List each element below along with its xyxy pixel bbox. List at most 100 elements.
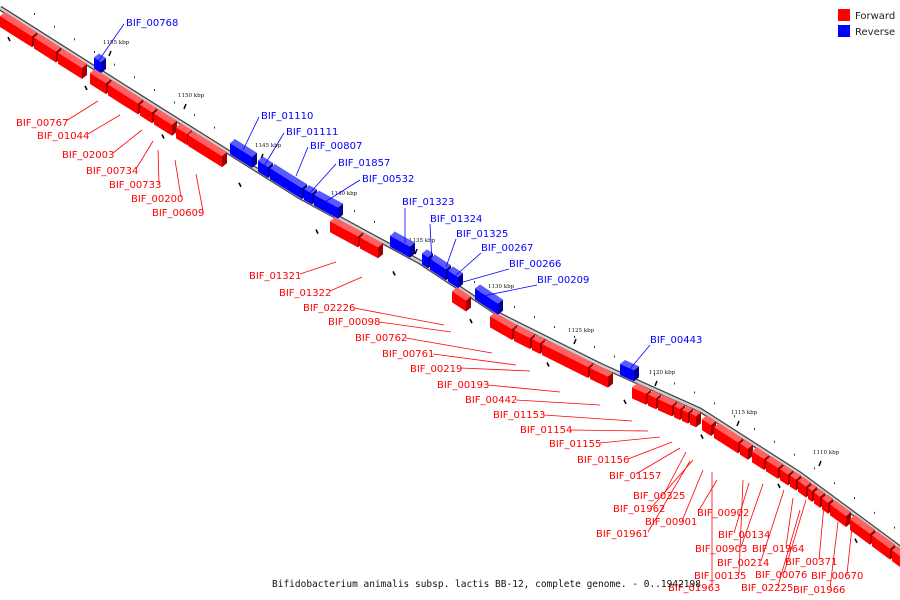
major-tick-mark — [238, 182, 242, 188]
gene-label-bif-02226[interactable]: BIF_02226 — [303, 303, 355, 314]
gene-label-bif-01044[interactable]: BIF_01044 — [37, 131, 89, 142]
gene-label-bif-00325[interactable]: BIF_00325 — [633, 491, 685, 502]
gene-block — [452, 291, 466, 312]
gene-label-bif-00734[interactable]: BIF_00734 — [86, 166, 138, 177]
gene-label-bif-01964[interactable]: BIF_01964 — [752, 544, 804, 555]
gene-label-bif-02003[interactable]: BIF_02003 — [62, 150, 114, 161]
gene-label-bif-00442[interactable]: BIF_00442 — [465, 395, 517, 406]
gene-label-bif-01323[interactable]: BIF_01323 — [402, 197, 454, 208]
minor-tick-dot — [134, 76, 135, 79]
gene-block — [230, 143, 252, 168]
leader-line-bif-01111 — [263, 132, 285, 167]
minor-tick-dot — [614, 355, 615, 358]
gene-label-bif-00670[interactable]: BIF_00670 — [811, 571, 863, 582]
gene-label-bif-01155[interactable]: BIF_01155 — [549, 439, 601, 450]
gene-block — [590, 368, 608, 388]
gene-block — [658, 399, 672, 417]
gene-label-bif-00371[interactable]: BIF_00371 — [785, 557, 837, 568]
gene-label-bif-00901[interactable]: BIF_00901 — [645, 517, 697, 528]
gene-label-bif-01153[interactable]: BIF_01153 — [493, 410, 545, 421]
gene-block-top — [270, 164, 307, 189]
legend-reverse-label: Reverse — [855, 27, 895, 38]
gene-label-bif-00762[interactable]: BIF_00762 — [355, 333, 407, 344]
gene-block-top — [620, 360, 639, 371]
gene-block-end — [458, 273, 463, 289]
gene-label-bif-01110[interactable]: BIF_01110 — [261, 111, 313, 122]
leader-line-bif-00267 — [454, 252, 482, 277]
gene-block-top — [258, 156, 273, 167]
gene-label-bif-00219[interactable]: BIF_00219 — [410, 364, 462, 375]
gene-label-bif-00768[interactable]: BIF_00768 — [126, 18, 178, 29]
gene-block — [808, 487, 812, 502]
gene-label-bif-01157[interactable]: BIF_01157 — [609, 471, 661, 482]
gene-label-bif-00076[interactable]: BIF_00076 — [755, 570, 807, 581]
leader-line-bif-01324 — [429, 223, 433, 263]
leader-line-bif-00902 — [698, 479, 718, 511]
gene-block-top — [140, 100, 157, 113]
gene-label-bif-00807[interactable]: BIF_00807 — [310, 141, 362, 152]
minor-tick-dot — [214, 126, 215, 129]
genome-backbone — [0, 5, 900, 551]
gene-label-bif-01154[interactable]: BIF_01154 — [520, 425, 572, 436]
gene-label-bif-01961[interactable]: BIF_01961 — [596, 529, 648, 540]
gene-label-bif-00209[interactable]: BIF_00209 — [537, 275, 589, 286]
gene-block-end — [82, 63, 87, 79]
gene-label-bif-00767[interactable]: BIF_00767 — [16, 118, 68, 129]
minor-tick-dot — [654, 373, 655, 376]
major-tick-mark — [700, 434, 704, 439]
minor-tick-dot — [574, 336, 575, 338]
minor-tick-dot — [594, 346, 595, 348]
gene-block — [58, 52, 82, 79]
kbp-tick-mark — [654, 380, 658, 387]
gene-label-bif-00267[interactable]: BIF_00267 — [481, 243, 533, 254]
gene-label-bif-01857[interactable]: BIF_01857 — [338, 158, 390, 169]
leader-line-bif-00442 — [515, 399, 601, 406]
gene-label-bif-00733[interactable]: BIF_00733 — [109, 180, 161, 191]
gene-label-bif-00609[interactable]: BIF_00609 — [152, 208, 204, 219]
gene-block-top — [714, 422, 743, 443]
major-tick-mark — [854, 538, 858, 544]
legend-forward-label: Forward — [855, 11, 895, 22]
kbp-tick-label: 1145 kbp — [255, 143, 282, 149]
gene-label-bif-01321[interactable]: BIF_01321 — [249, 271, 301, 282]
gene-block — [330, 221, 358, 248]
gene-labels: BIF_00768 BIF_01110 BIF_01111 BIF_00807 BIF_… — [16, 18, 863, 596]
gene-block-end — [252, 152, 257, 168]
gene-blocks — [0, 12, 900, 567]
leader-line-bif-00200 — [174, 159, 182, 198]
gene-label-bif-01156[interactable]: BIF_01156 — [577, 455, 629, 466]
gene-label-bif-00214[interactable]: BIF_00214 — [717, 558, 769, 569]
gene-label-bif-00903[interactable]: BIF_00903 — [695, 544, 747, 555]
gene-label-bif-01322[interactable]: BIF_01322 — [279, 288, 331, 299]
minor-tick-dot — [74, 38, 75, 41]
gene-label-bif-01966[interactable]: BIF_01966 — [793, 585, 845, 596]
minor-tick-dot — [34, 13, 35, 15]
leader-line-bif-01153 — [543, 414, 633, 422]
gene-label-bif-01962[interactable]: BIF_01962 — [613, 504, 665, 515]
gene-block — [752, 451, 764, 470]
legend-reverse-swatch — [838, 25, 850, 37]
gene-label-bif-00532[interactable]: BIF_00532 — [362, 174, 414, 185]
gene-block — [258, 160, 268, 178]
gene-label-bif-00266[interactable]: BIF_00266 — [509, 259, 561, 270]
minor-tick-dot — [894, 526, 895, 529]
gene-block — [188, 134, 222, 168]
leader-line-bif-00532 — [319, 179, 361, 206]
gene-label-bif-00443[interactable]: BIF_00443 — [650, 335, 702, 346]
gene-block-top — [490, 312, 517, 329]
leader-line-bif-02226 — [353, 307, 445, 326]
gene-label-bif-00135[interactable]: BIF_00135 — [694, 571, 746, 582]
gene-label-bif-00134[interactable]: BIF_00134 — [718, 530, 770, 541]
gene-label-bif-01325[interactable]: BIF_01325 — [456, 229, 508, 240]
gene-label-bif-02225[interactable]: BIF_02225 — [741, 583, 793, 594]
gene-block-end — [846, 512, 851, 528]
gene-label-bif-00193[interactable]: BIF_00193 — [437, 380, 489, 391]
leader-line-bif-02225 — [777, 509, 801, 587]
gene-label-bif-00200[interactable]: BIF_00200 — [131, 194, 183, 205]
gene-label-bif-01963[interactable]: BIF_01963 — [668, 583, 720, 594]
gene-label-bif-00902[interactable]: BIF_00902 — [697, 508, 749, 519]
gene-label-bif-00761[interactable]: BIF_00761 — [382, 349, 434, 360]
gene-label-bif-01324[interactable]: BIF_01324 — [430, 214, 482, 225]
gene-label-bif-00098[interactable]: BIF_00098 — [328, 317, 380, 328]
gene-label-bif-01111[interactable]: BIF_01111 — [286, 127, 338, 138]
